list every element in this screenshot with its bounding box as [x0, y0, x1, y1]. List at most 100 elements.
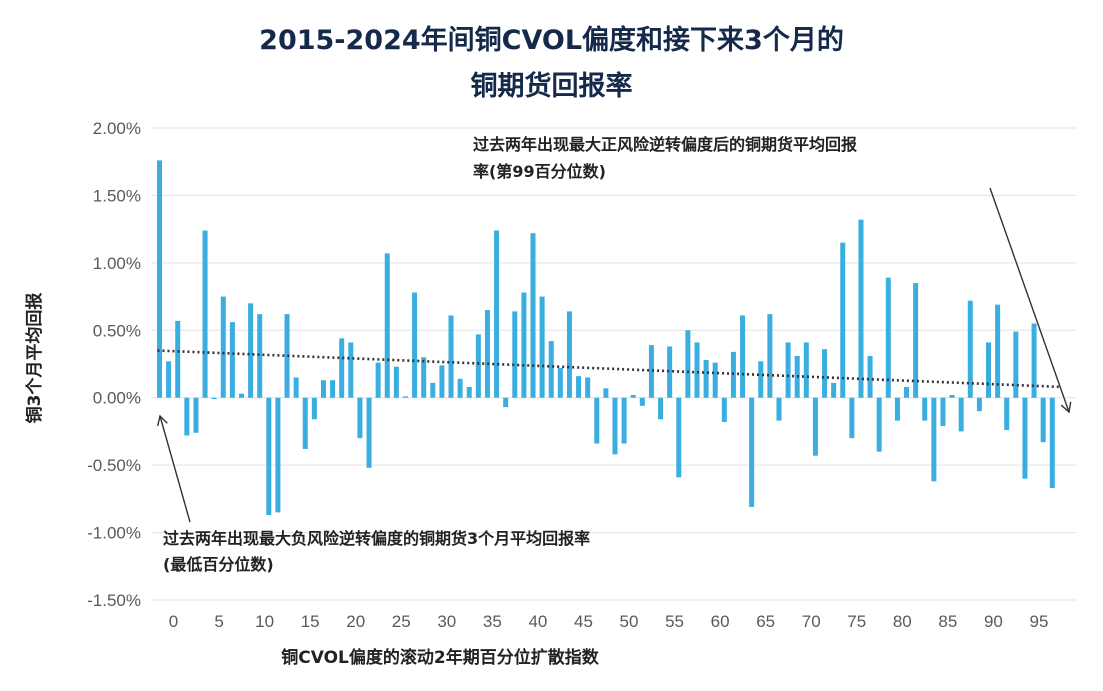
- bar: [248, 303, 254, 398]
- y-tick-label: -1.00%: [87, 524, 141, 543]
- x-axis-label: 铜CVOL偏度的滚动2年期百分位扩散指数: [281, 647, 599, 668]
- bar: [849, 397, 855, 439]
- bar: [594, 397, 600, 444]
- bar: [776, 397, 782, 421]
- annotation-bottom-line1: 过去两年出现最大负风险逆转偏度的铜期货3个月平均回报率: [163, 529, 590, 548]
- annotation-top-line1: 过去两年出现最大正风险逆转偏度后的铜期货平均回报: [473, 135, 857, 154]
- y-tick-label: -1.50%: [87, 591, 141, 610]
- bar: [767, 314, 773, 398]
- bar: [539, 296, 545, 398]
- bar: [530, 233, 536, 398]
- bar: [721, 397, 727, 422]
- bar: [211, 397, 217, 400]
- y-tick-label: 0.00%: [93, 389, 141, 408]
- y-tick-label: 2.00%: [93, 119, 141, 138]
- bar: [257, 314, 263, 398]
- x-tick-label: 50: [620, 612, 639, 631]
- bar: [175, 320, 181, 398]
- bar: [366, 397, 372, 468]
- bar: [393, 366, 399, 398]
- x-tick-label: 95: [1029, 612, 1048, 631]
- bar: [940, 397, 946, 427]
- bar: [576, 376, 582, 398]
- bar: [967, 300, 973, 398]
- bar: [703, 359, 709, 398]
- bar: [658, 397, 664, 420]
- bar: [448, 315, 454, 398]
- bar: [976, 397, 982, 412]
- bar: [229, 322, 235, 398]
- x-tick-label: 45: [574, 612, 593, 631]
- x-tick-label: 60: [711, 612, 730, 631]
- bar: [1022, 397, 1028, 479]
- bar: [275, 397, 281, 513]
- bar: [202, 230, 208, 398]
- bar: [238, 393, 244, 398]
- y-tick-label: 1.00%: [93, 254, 141, 273]
- bar: [384, 253, 390, 398]
- chart-title-line1: 2015-2024年间铜CVOL偏度和接下来3个月的: [259, 25, 844, 56]
- bar: [412, 292, 418, 398]
- bar: [621, 397, 627, 444]
- bar: [330, 380, 336, 398]
- bar: [822, 349, 828, 398]
- bar: [466, 386, 472, 398]
- bar: [494, 230, 500, 398]
- bar: [740, 315, 746, 398]
- x-tick-label: 0: [169, 612, 178, 631]
- bar: [357, 397, 363, 439]
- bar: [220, 296, 226, 398]
- bar: [812, 397, 818, 456]
- annotation-bottom-arrow: [156, 414, 191, 523]
- bar: [484, 310, 490, 398]
- bar: [667, 346, 673, 398]
- x-tick-label: 85: [938, 612, 957, 631]
- bar: [585, 377, 591, 398]
- x-tick-label: 5: [214, 612, 223, 631]
- bar: [648, 345, 654, 398]
- annotation-top-line2: 率(第99百分位数): [473, 162, 606, 181]
- bar: [339, 338, 345, 398]
- bar: [840, 242, 846, 398]
- x-tick-label: 15: [301, 612, 320, 631]
- bar: [1040, 397, 1046, 443]
- bar: [521, 292, 527, 398]
- bar: [157, 160, 162, 398]
- bar: [904, 386, 910, 398]
- bar: [685, 330, 691, 398]
- bar: [995, 304, 1001, 398]
- bar: [184, 397, 190, 436]
- y-tick-label: 0.50%: [93, 321, 141, 340]
- trend-line: [157, 349, 1062, 389]
- bar: [512, 311, 518, 398]
- bar: [639, 397, 645, 406]
- bar: [266, 397, 272, 516]
- bar: [785, 342, 791, 398]
- y-tick-label: -0.50%: [87, 456, 141, 475]
- bar: [457, 378, 463, 398]
- bar: [876, 397, 882, 452]
- x-tick-label: 80: [893, 612, 912, 631]
- bar: [867, 355, 873, 398]
- bar: [503, 397, 509, 408]
- x-tick-label: 35: [483, 612, 502, 631]
- x-tick-label: 90: [984, 612, 1003, 631]
- bar: [1049, 397, 1055, 489]
- bar: [193, 397, 199, 433]
- bar: [375, 362, 381, 398]
- chart-title-line2: 铜期货回报率: [470, 71, 633, 102]
- x-tick-label: 10: [255, 612, 274, 631]
- y-axis-label: 铜3个月平均回报: [24, 293, 45, 424]
- bar: [858, 219, 864, 398]
- bar: [885, 277, 891, 398]
- bar: [311, 397, 317, 420]
- bar: [676, 397, 682, 478]
- bar: [302, 397, 308, 449]
- x-tick-label: 20: [346, 612, 365, 631]
- bar: [986, 342, 992, 398]
- bar: [320, 380, 326, 398]
- bar: [1031, 323, 1037, 398]
- x-tick-label: 75: [847, 612, 866, 631]
- bar: [348, 342, 354, 398]
